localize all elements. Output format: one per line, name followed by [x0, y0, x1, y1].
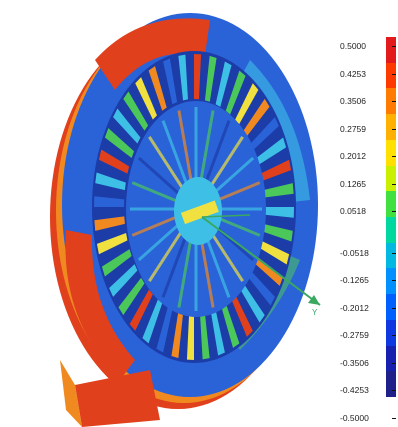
color-bar-segment — [386, 217, 396, 244]
color-bar-segment — [386, 371, 396, 398]
gear-tooth — [109, 264, 138, 297]
legend-tick-mark — [392, 252, 396, 254]
color-bar-segment — [386, 139, 396, 167]
gear-tooth — [104, 128, 135, 158]
gear-model — [50, 13, 321, 427]
gear-tooth — [123, 91, 149, 131]
gear-tooth — [258, 240, 290, 265]
gear-tooth — [263, 207, 294, 218]
gear-tooth — [200, 313, 210, 360]
gear-tooth — [260, 159, 292, 181]
color-bar-segment — [386, 191, 396, 218]
gear-tooth — [113, 108, 141, 144]
bottom-tab — [75, 370, 160, 427]
legend-tick-label: -0.2759 — [340, 330, 369, 340]
legend-tick-mark — [392, 417, 396, 419]
color-bar-segment — [386, 114, 396, 141]
legend-tick-label: 0.1265 — [340, 178, 366, 189]
gear-tooth — [95, 172, 126, 191]
gear-tooth — [94, 216, 125, 231]
legend-tick-mark — [392, 362, 396, 364]
color-bar-segment — [386, 294, 396, 321]
gear-tooth — [215, 61, 232, 107]
color-bar-segment — [386, 319, 396, 347]
legend-tick-label: 0.5000 — [340, 41, 366, 51]
gear-tooth — [156, 307, 173, 353]
legend-tick-mark — [392, 73, 396, 75]
bottom-tab-side — [60, 360, 82, 427]
gear-tooth — [186, 314, 194, 360]
legend-tick-label: -0.1265 — [340, 275, 369, 285]
gear-tooth — [250, 117, 279, 150]
axis-y-line — [201, 216, 321, 306]
color-bar-segment — [386, 345, 396, 372]
gear-tooth — [225, 70, 246, 115]
legend-tick-label: 0.4253 — [340, 68, 366, 79]
gear-tooth — [142, 299, 163, 344]
legend-tick-mark — [392, 128, 396, 130]
legend-tick-label: 0.2759 — [340, 123, 366, 134]
legend-tick-mark — [392, 211, 396, 212]
gear-tooth — [135, 77, 157, 120]
color-bar-segment — [386, 37, 396, 64]
gear-tooth — [129, 289, 153, 331]
gear-tooth — [148, 66, 167, 111]
gear-tooth — [171, 312, 184, 359]
gear-tooth — [221, 303, 240, 348]
legend-tick-mark — [392, 280, 396, 281]
rim-hot-patch-left — [65, 230, 135, 380]
gear-tooth — [204, 55, 217, 102]
gear-tooth — [256, 137, 287, 165]
color-bar-segment — [386, 62, 396, 89]
legend-tick-mark — [392, 335, 396, 336]
gear-tooth — [243, 98, 270, 137]
gear-tooth — [210, 309, 225, 356]
axis-y-arrow — [308, 295, 320, 305]
gear-tooth — [178, 54, 188, 101]
gear-tooth — [263, 183, 294, 198]
color-bar-segment — [386, 88, 396, 115]
legend-tick-label: -0.0518 — [340, 247, 369, 258]
gear-tooth — [94, 196, 125, 207]
gear-tooth — [231, 294, 253, 337]
gear-tooth — [118, 277, 145, 316]
legend-tick-mark — [392, 46, 396, 47]
legend-tick-label: -0.4253 — [340, 385, 369, 395]
gear-tooth — [253, 256, 284, 286]
legend-tick-label: 0.2012 — [340, 151, 366, 161]
gear-tooth — [98, 149, 130, 174]
gear-tooth — [235, 83, 259, 125]
legend-tick-mark — [392, 307, 396, 309]
color-bar-segment — [386, 165, 396, 192]
gear-tooth — [163, 58, 178, 105]
gear-tooth — [101, 249, 132, 277]
color-bar — [386, 37, 396, 398]
gear-tooth — [194, 54, 202, 100]
legend-tick-label: 0.3506 — [340, 96, 366, 106]
legend-tick-mark — [392, 156, 396, 157]
legend-tick-label: -0.2012 — [340, 302, 369, 313]
y-axis-label: Y — [312, 308, 318, 317]
gear-tooth — [239, 283, 265, 323]
axis-x-line — [201, 214, 251, 218]
color-bar-segment — [386, 242, 396, 269]
gear-tooth — [247, 270, 275, 306]
hub-key — [180, 200, 219, 225]
color-legend: 0.5000 0.4253 0.3506 0.2759 0.2012 0.1265 0.05… — [340, 30, 398, 423]
legend-tick-mark — [392, 390, 396, 391]
rim-hot-patch-top — [95, 18, 210, 90]
legend-tick-mark — [392, 101, 396, 102]
color-bar-segment — [386, 268, 396, 295]
legend-tick-label: -0.5000 — [340, 412, 369, 423]
legend-tick-label: 0.0518 — [340, 206, 366, 216]
gear-tooth — [262, 223, 293, 242]
legend-tick-mark — [392, 183, 396, 185]
legend-tick-label: -0.3506 — [340, 357, 369, 368]
gear-tooth — [96, 233, 128, 255]
